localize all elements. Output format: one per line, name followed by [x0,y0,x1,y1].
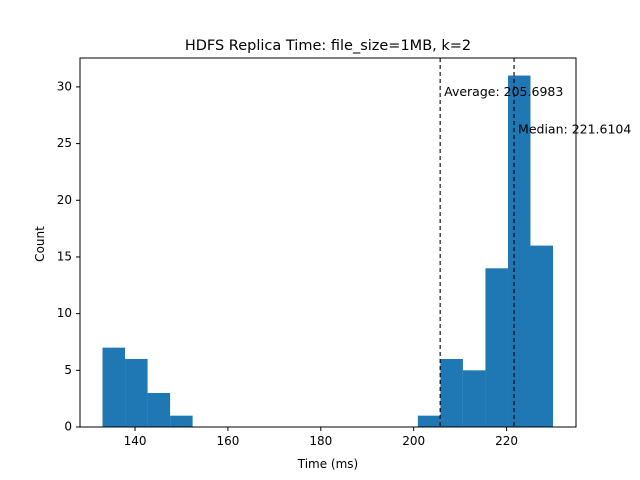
histogram-bar-1 [125,358,148,427]
axes-frame [79,57,577,428]
histogram-bar-0 [102,347,126,427]
histogram-bar-19 [530,245,554,427]
histogram-bar-2 [147,392,171,427]
y-tick-label-2: 10 [57,306,72,320]
y-tick-label-0: 0 [64,420,72,434]
x-tick-label-4: 220 [495,434,518,448]
x-axis-label: Time (ms) [297,457,359,471]
plot-area: Average: 205.6983 Median: 221.6104 140 160 1… [57,57,631,448]
histogram-bar-17 [485,268,508,427]
histogram-bar-14 [417,415,441,427]
histogram-bar-15 [440,358,463,427]
histogram-bar-16 [462,370,486,427]
y-tick-label-3: 15 [57,249,72,263]
x-tick-label-0: 140 [124,434,147,448]
x-tick-label-3: 200 [402,434,425,448]
y-tick-label-1: 5 [64,363,72,377]
x-tick-label-1: 160 [216,434,239,448]
x-tick-label-2: 180 [309,434,332,448]
y-tick-label-4: 20 [57,193,72,207]
y-tick-label-5: 25 [57,136,72,150]
chart-title: HDFS Replica Time: file_size=1MB, k=2 [185,38,471,54]
histogram-bar-3 [170,415,193,427]
annotation-label-1: Median: 221.6104 [518,121,631,136]
y-axis-label: Count [33,226,47,262]
annotation-label-0: Average: 205.6983 [444,84,563,99]
y-tick-label-6: 30 [57,79,72,93]
